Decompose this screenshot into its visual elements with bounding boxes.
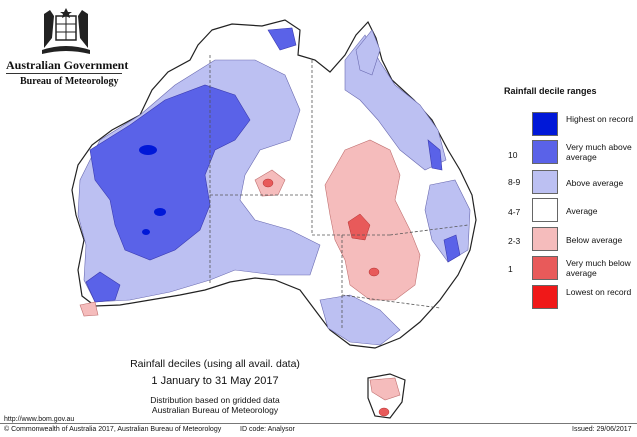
legend-swatch-highest [532, 112, 558, 136]
map-source: Australian Bureau of Meteorology [151, 405, 279, 415]
legend-range-2-3: 2-3 [508, 236, 521, 246]
legend-swatch-above [532, 170, 558, 194]
below-average-sw [79, 301, 99, 317]
issued-date: Issued: 29/06/2017 [572, 426, 632, 433]
highest-record-3 [142, 229, 150, 235]
very-much-below-3 [262, 178, 274, 188]
legend-label-lowest: Lowest on record [566, 287, 632, 297]
map-title: Rainfall deciles (using all avail. data) [130, 358, 300, 370]
government-title: Australian Government [6, 58, 129, 72]
very-much-above-ne [427, 139, 443, 171]
map-period: 1 January to 31 May 2017 [151, 375, 279, 387]
copyright-text: © Commonwealth of Australia 2017, Austra… [4, 426, 222, 433]
legend-label-above: Above average [566, 178, 624, 188]
legend-range-1: 1 [508, 264, 513, 274]
legend-title: Rainfall decile ranges [504, 86, 597, 96]
coat-of-arms-logo [42, 8, 90, 54]
legend-swatch-lowest [532, 285, 558, 309]
qld-nsw-border [389, 224, 469, 236]
above-average-south [319, 294, 401, 346]
very-much-below-4 [378, 407, 390, 417]
legend-swatch-very-much-below [532, 256, 558, 280]
highest-record-1 [139, 145, 157, 155]
highest-record-2 [154, 208, 166, 216]
above-average-cape [355, 29, 381, 76]
bureau-title: Bureau of Meteorology [20, 76, 119, 87]
id-code: ID code: Analysor [240, 426, 295, 433]
very-much-below-2 [368, 267, 380, 277]
legend-label-very-much-below: Very much below average [566, 258, 631, 278]
legend-range-4-7: 4-7 [508, 207, 521, 217]
legend-label-average: Average [566, 206, 598, 216]
legend-swatch-very-much-above [532, 140, 558, 164]
header-divider [6, 73, 122, 74]
legend-label-below: Below average [566, 235, 623, 245]
nsw-vic-border [341, 294, 441, 309]
very-much-below-1 [347, 213, 371, 241]
legend-swatch-below [532, 227, 558, 251]
very-much-above-west [89, 84, 251, 261]
below-average-central [324, 139, 421, 301]
very-much-above-sw [85, 271, 121, 303]
legend-range-10: 10 [508, 150, 518, 160]
very-much-above-e [443, 234, 461, 263]
website-link[interactable]: http://www.bom.gov.au [4, 416, 75, 423]
very-much-above-nt [267, 27, 297, 51]
legend-label-very-much-above: Very much above average [566, 142, 632, 162]
legend-swatch-average [532, 198, 558, 222]
legend-range-8-9: 8-9 [508, 177, 521, 187]
legend-label-highest: Highest on record [566, 114, 634, 124]
map-note: Distribution based on gridded data [150, 395, 280, 405]
footer-divider [0, 423, 637, 424]
below-average-tas [369, 377, 401, 401]
